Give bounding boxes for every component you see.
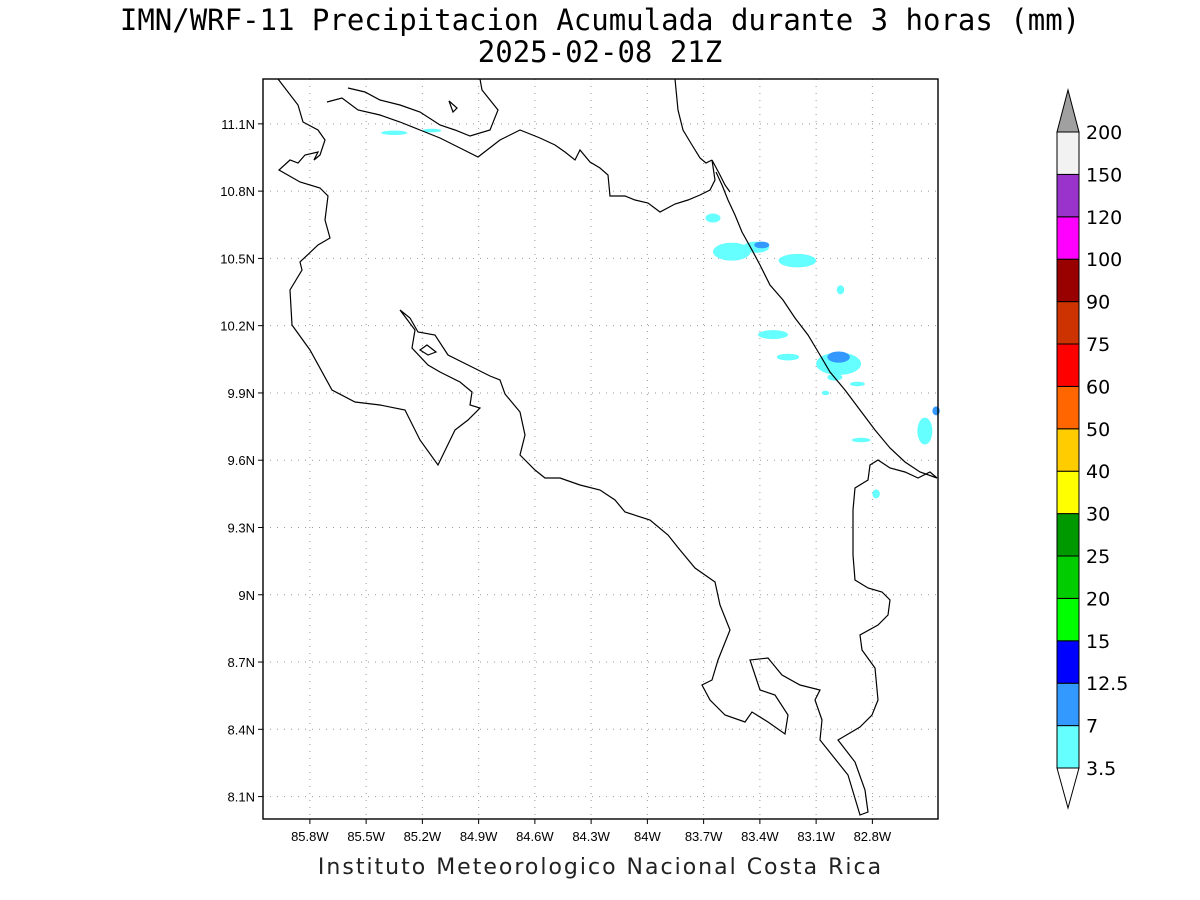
precipitation-blob <box>778 253 817 268</box>
lon-tick-label: 85.2W <box>404 829 442 844</box>
lat-tick-label: 10.5N <box>220 251 255 266</box>
colorbar-label: 25 <box>1086 546 1110 568</box>
lat-tick-label: 9N <box>238 588 255 603</box>
colorbar-label: 7 <box>1086 716 1098 738</box>
precipitation-blob <box>821 390 830 396</box>
colorbar-segment <box>1056 470 1080 515</box>
colorbar-high-arrow <box>1056 88 1080 133</box>
lon-tick-label: 83.1W <box>797 829 835 844</box>
eastern-coast <box>715 171 938 479</box>
colorbar-low-arrow <box>1056 767 1080 810</box>
lat-tick-label: 8.7N <box>228 655 255 670</box>
colorbar-label: 50 <box>1086 419 1110 441</box>
colorbar-label: 90 <box>1086 292 1110 314</box>
colorbar-segment <box>1056 682 1080 727</box>
colorbar-segment <box>1056 385 1080 430</box>
precipitation-blob <box>816 352 862 375</box>
map-title: IMN/WRF-11 Precipitacion Acumulada duran… <box>119 3 1081 37</box>
colorbar-label: 20 <box>1086 588 1110 610</box>
colorbar-label: 100 <box>1086 249 1122 271</box>
precipitation-blob <box>758 330 788 340</box>
axis-ticks: 11.1N 10.8N 10.5N 10.2N 9.9N 9.6N 9.3N 9N 8.7N 8.… <box>220 117 892 844</box>
colorbar-segment <box>1056 597 1080 642</box>
lat-tick-label: 9.3N <box>228 520 255 535</box>
northern-border <box>326 97 731 213</box>
precipitation-blob <box>381 130 408 136</box>
lat-tick-label: 10.8N <box>220 184 255 199</box>
coastline <box>277 78 938 816</box>
colorbar-label: 200 <box>1086 122 1122 144</box>
lat-tick-label: 9.6N <box>228 453 255 468</box>
lon-tick-label: 84.6W <box>516 829 554 844</box>
lon-tick-label: 84W <box>634 829 661 844</box>
precipitation-blob <box>713 242 751 261</box>
colorbar-label: 75 <box>1086 334 1110 356</box>
colorbar-label: 150 <box>1086 164 1122 186</box>
lake-nicaragua-shore <box>277 78 938 816</box>
precipitation-blob <box>422 128 442 133</box>
colorbar-segment <box>1056 640 1080 684</box>
gulf-island <box>418 344 438 356</box>
colorbar-label: 60 <box>1086 376 1110 398</box>
colorbar-label: 40 <box>1086 461 1110 483</box>
precipitation-blob <box>827 351 850 363</box>
colorbar-segment <box>1056 216 1080 260</box>
lon-tick-label: 83.4W <box>741 829 779 844</box>
colorbar-segment <box>1056 258 1080 303</box>
lat-tick-label: 9.9N <box>228 386 255 401</box>
precipitation-blob <box>836 285 845 295</box>
institution-footer: Instituto Meteorologico Nacional Costa R… <box>317 855 884 880</box>
colorbar-segment <box>1056 301 1080 345</box>
lon-tick-label: 82.8W <box>854 829 892 844</box>
river-north-east <box>674 78 713 164</box>
precipitation-blob <box>705 213 721 223</box>
precipitation-blob <box>917 417 933 445</box>
lon-tick-label: 83.7W <box>685 829 723 844</box>
precipitation-blob <box>754 241 770 249</box>
colorbar-label: 12.5 <box>1086 673 1128 695</box>
precipitation-blob <box>872 489 880 499</box>
lat-tick-label: 11.1N <box>221 117 255 132</box>
colorbar-segment <box>1056 725 1080 769</box>
lon-tick-label: 84.3W <box>572 829 610 844</box>
map-frame <box>262 78 939 820</box>
lat-tick-label: 8.1N <box>228 790 255 805</box>
colorbar-segment <box>1056 428 1080 472</box>
lat-tick-label: 8.4N <box>228 722 255 737</box>
precipitation-areas <box>381 128 940 499</box>
colorbar-label: 30 <box>1086 504 1110 526</box>
lake-island <box>448 100 458 114</box>
lon-tick-label: 84.9W <box>460 829 498 844</box>
precipitation-blob <box>932 406 940 416</box>
precipitation-blob <box>776 353 800 361</box>
colorbar-segment <box>1056 173 1080 218</box>
colorbar-segment <box>1056 131 1080 175</box>
lon-tick-label: 85.8W <box>291 829 329 844</box>
map-subtitle-date: 2025-02-08 21Z <box>477 35 723 69</box>
lon-tick-label: 85.5W <box>347 829 385 844</box>
lat-tick-label: 10.2N <box>220 319 255 334</box>
colorbar-segment <box>1056 513 1080 557</box>
lake-upper-shore <box>347 78 499 137</box>
colorbar-segment <box>1056 555 1080 599</box>
colorbar-label: 15 <box>1086 631 1110 653</box>
colorbar-label: 120 <box>1086 207 1122 229</box>
colorbar-label: 3.5 <box>1086 758 1116 780</box>
precipitation-blob <box>849 381 865 387</box>
colorbar-legend: 3.5 7 12.5 15 20 25 30 40 50 60 75 90 100 120 150 200 <box>1056 88 1128 810</box>
precipitation-blob <box>851 437 871 443</box>
grid-lines <box>263 79 938 819</box>
colorbar-segment <box>1056 343 1080 387</box>
